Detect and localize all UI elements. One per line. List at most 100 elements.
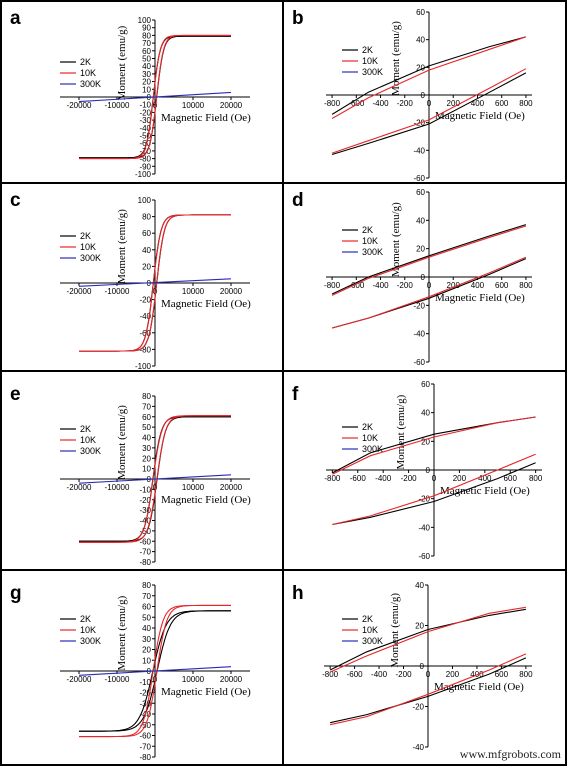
- series-2K-curve-1: [331, 224, 527, 295]
- y-tick-label: -90: [139, 162, 151, 171]
- y-tick-label: 40: [142, 246, 151, 255]
- series-10K-curve-1: [332, 416, 536, 475]
- legend-label-2K: 2K: [362, 614, 373, 624]
- y-tick-label: 30: [142, 70, 151, 79]
- y-tick-label: -100: [135, 362, 152, 370]
- x-tick-label: -10000: [105, 675, 130, 684]
- y-tick-label: 40: [142, 624, 151, 633]
- y-tick-label: 50: [142, 55, 151, 64]
- x-tick-label: -600: [347, 670, 364, 679]
- y-tick-label: 50: [142, 423, 151, 432]
- x-tick-label: -600: [350, 474, 367, 483]
- series-10K-curve-2: [79, 415, 231, 543]
- y-tick-label: 60: [142, 229, 151, 238]
- y-tick-label: -60: [139, 732, 151, 741]
- x-axis-title: Magnetic Field (Oe): [435, 110, 525, 122]
- x-tick-label: 800: [519, 281, 533, 290]
- panel-g-chart: g-20000 -10000 0 10000 20000-80-70-60-50-40-…: [10, 581, 251, 762]
- y-tick-label: 60: [142, 603, 151, 612]
- y-tick-label: 0: [421, 91, 426, 100]
- series-10K-curve-2: [79, 604, 231, 738]
- panel-c-chart: c-20000 -10000 0 10000 20000-100-80-60-40-20…: [10, 190, 251, 370]
- x-tick-label: 600: [495, 670, 509, 679]
- x-tick-label: 0: [427, 99, 432, 108]
- x-tick-label: 0: [432, 474, 437, 483]
- y-tick-label: 20: [142, 454, 151, 463]
- x-tick-label: -200: [397, 99, 414, 108]
- legend-label-2K: 2K: [80, 231, 91, 241]
- y-axis-title: Moment (emu/g): [116, 405, 128, 480]
- y-tick-label: -20: [412, 703, 424, 712]
- panel-e-chart: e-20000 -10000 0 10000 20000-80-70-60-50-40-…: [10, 384, 251, 567]
- y-tick-label: 20: [421, 437, 430, 446]
- x-axis-title: Magnetic Field (Oe): [440, 485, 530, 497]
- panel-label: a: [10, 8, 21, 29]
- x-tick-label: -800: [324, 281, 341, 290]
- y-tick-label: -40: [412, 743, 424, 752]
- x-axis-title: Magnetic Field (Oe): [434, 681, 524, 693]
- y-tick-label: 60: [416, 188, 425, 197]
- series-10K-curve-2: [329, 653, 527, 726]
- legend-label-10K: 10K: [80, 625, 96, 635]
- y-tick-label: -70: [139, 548, 151, 557]
- y-tick-label: 60: [416, 8, 425, 17]
- x-tick-label: 800: [519, 99, 533, 108]
- y-tick-label: 60: [421, 380, 430, 389]
- y-tick-label: -40: [139, 312, 151, 321]
- legend-label-300K: 300K: [80, 636, 101, 646]
- series-10K-curve-2: [332, 453, 536, 526]
- y-tick-label: -20: [139, 108, 151, 117]
- x-tick-label: 400: [478, 474, 492, 483]
- legend-label-10K: 10K: [80, 68, 96, 78]
- series-10K-curve-1: [329, 606, 526, 673]
- y-tick-label: -50: [139, 527, 151, 536]
- x-tick-label: 200: [447, 99, 461, 108]
- legend-label-10K: 10K: [362, 433, 378, 443]
- y-tick-label: 40: [416, 216, 425, 225]
- y-axis-title: Moment (emu/g): [116, 25, 128, 100]
- x-tick-label: 600: [495, 281, 509, 290]
- x-tick-label: -800: [322, 670, 339, 679]
- panel-h-chart: h-800 -600 -400 -200 0 200 400 600 800-40-200204…: [292, 581, 533, 752]
- x-tick-label: 10000: [182, 101, 205, 110]
- series-300K-curve-1: [78, 278, 232, 287]
- panel-label: c: [10, 190, 21, 211]
- legend-label-300K: 300K: [80, 253, 101, 263]
- legend-label-300K: 300K: [362, 444, 383, 454]
- y-tick-label: 20: [142, 262, 151, 271]
- y-tick-label: 50: [142, 613, 151, 622]
- panel-label: d: [292, 190, 304, 211]
- panel-label: h: [292, 583, 304, 604]
- x-tick-label: 200: [453, 474, 467, 483]
- y-tick-label: -30: [139, 506, 151, 515]
- x-tick-label: -200: [401, 474, 418, 483]
- y-tick-label: 40: [421, 409, 430, 418]
- y-tick-label: -40: [413, 146, 425, 155]
- series-10K-curve-2: [331, 68, 527, 154]
- x-tick-label: 800: [529, 474, 543, 483]
- panel-d-chart: d-800 -600 -400 -200 0 200 400 600 800-60-40-200…: [292, 188, 533, 367]
- y-axis-title: Moment (emu/g): [116, 595, 128, 670]
- y-tick-label: 20: [415, 622, 424, 631]
- series-2K-curve-2: [329, 657, 527, 724]
- x-tick-label: 800: [519, 670, 533, 679]
- y-tick-label: -50: [139, 132, 151, 141]
- y-tick-label: -70: [139, 742, 151, 751]
- y-tick-label: 40: [415, 581, 424, 590]
- y-tick-label: -80: [139, 753, 151, 762]
- series-10K-curve-2: [331, 256, 527, 329]
- y-tick-label: 20: [416, 63, 425, 72]
- legend-label-10K: 10K: [80, 435, 96, 445]
- y-tick-label: -40: [139, 124, 151, 133]
- x-axis-title: Magnetic Field (Oe): [161, 298, 251, 310]
- x-tick-label: 10000: [182, 483, 205, 492]
- legend-label-2K: 2K: [362, 45, 373, 55]
- y-tick-label: 80: [142, 581, 151, 590]
- y-axis-title: Moment (emu/g): [116, 209, 128, 284]
- x-tick-label: 10000: [182, 287, 205, 296]
- x-tick-label: 600: [504, 474, 518, 483]
- watermark-text: www.mfgrobots.com: [459, 747, 561, 761]
- legend-label-300K: 300K: [80, 446, 101, 456]
- y-tick-label: -60: [413, 174, 425, 182]
